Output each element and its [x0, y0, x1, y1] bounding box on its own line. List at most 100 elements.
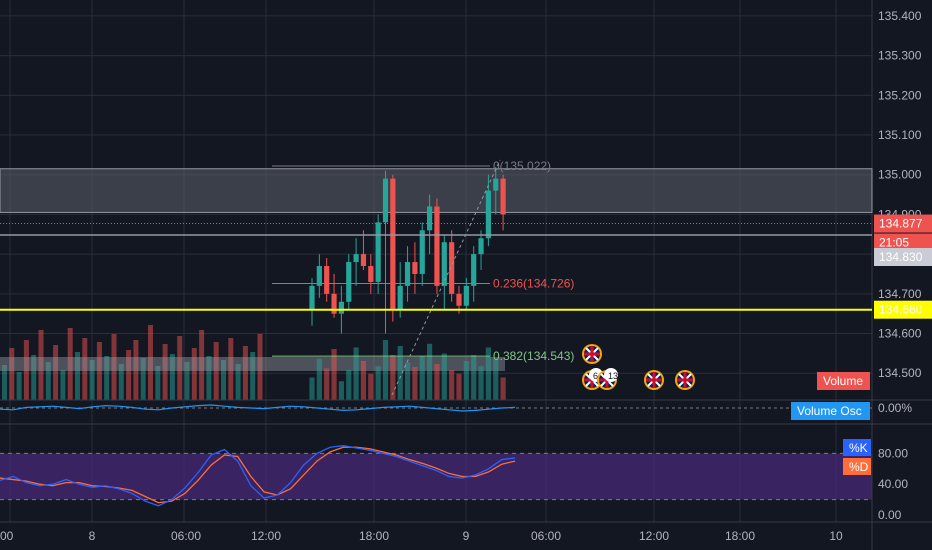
volume-bar: [118, 364, 124, 400]
candle-body: [471, 254, 477, 286]
volume-bar: [382, 340, 389, 400]
candle-body: [360, 254, 367, 267]
volume-bar: [500, 377, 506, 400]
volume-bar: [96, 342, 102, 400]
volume-bar: [213, 342, 219, 400]
volume-bar: [324, 368, 330, 400]
candle-body: [500, 178, 506, 215]
price-tick-label: 135.300: [878, 49, 922, 63]
stoch-tick-label: 40.00: [878, 477, 908, 491]
support-price-badge: 134.660: [879, 303, 923, 317]
candle-body: [412, 262, 418, 274]
countdown-badge: 21:05: [879, 236, 909, 250]
last-price-badge-bg: [874, 214, 932, 233]
volume-bar: [434, 364, 440, 400]
volume-bar: [493, 358, 499, 400]
candle-body: [427, 206, 433, 231]
candle-body: [449, 242, 455, 294]
volume-bar: [206, 356, 212, 400]
volume-label: Volume: [823, 374, 863, 388]
volume-bar: [82, 338, 88, 400]
time-tick-label: 00: [0, 529, 14, 543]
candle-body: [375, 222, 381, 282]
candle-body: [441, 242, 447, 286]
time-tick-label: 9: [463, 529, 470, 543]
volume-bar: [177, 336, 183, 400]
volume-bar: [53, 345, 59, 400]
volume-bar: [199, 330, 205, 400]
stoch-d-badge-bg: [843, 458, 871, 475]
candle-body: [493, 178, 499, 191]
volume-bar: [169, 354, 175, 400]
volume-bar: [38, 330, 44, 400]
candle-body: [404, 262, 411, 286]
price-tick-label: 135.100: [878, 128, 922, 142]
time-tick-label: 10: [829, 529, 843, 543]
stoch-k-badge: %K: [849, 441, 868, 455]
time-tick-label: 06:00: [171, 529, 201, 543]
time-tick-label: 18:00: [359, 529, 389, 543]
support-price-badge-bg: [874, 300, 932, 319]
volume-bar: [456, 373, 462, 400]
volume-bar: [441, 353, 447, 400]
stoch-tick-label: 0.00: [878, 508, 902, 522]
volume-bar: [390, 355, 396, 400]
volume-bar: [250, 352, 256, 400]
candle-body: [382, 178, 389, 223]
event-count: 13: [608, 371, 618, 381]
event-count-bg: [604, 368, 618, 382]
price-tick-label: 134.600: [878, 327, 922, 341]
volume-bar: [478, 366, 484, 400]
volume-bar: [471, 355, 477, 400]
volume-bar: [404, 362, 411, 400]
event-count: 6: [593, 371, 598, 381]
price-tick-label: 134.700: [878, 287, 922, 301]
price-tick-label: 134.500: [878, 366, 922, 380]
volume-bar: [242, 346, 248, 400]
time-tick-label: 06:00: [531, 529, 561, 543]
candle-body: [316, 266, 322, 286]
volume-bar: [191, 348, 197, 400]
candle-body: [397, 285, 403, 310]
fib-level-label: 0.236(134.726): [493, 277, 574, 291]
volume-bar: [346, 370, 352, 400]
volume-bar: [353, 347, 359, 400]
volume-bar: [316, 358, 322, 400]
candle-body: [331, 293, 337, 314]
fib-level-label: 0(135.022): [493, 159, 551, 173]
level-price-badge-bg: [874, 248, 932, 266]
volume-bar: [67, 328, 73, 400]
candle-body: [463, 285, 469, 306]
volume-bar: [485, 347, 491, 400]
volume-bar: [463, 361, 469, 400]
volume-bar: [412, 367, 418, 400]
time-tick-label: 12:00: [639, 529, 669, 543]
fib-level-label: 0.382(134.543): [493, 349, 574, 363]
uk-flag-icon: [644, 370, 664, 390]
time-tick-label: 8: [89, 529, 96, 543]
candle-body: [456, 293, 462, 306]
uk-flag-icon: [675, 370, 695, 390]
osc-axis-label: 0.00%: [878, 401, 912, 415]
volume-bar: [133, 340, 139, 400]
volume-bar: [23, 340, 29, 400]
volume-bar: [360, 361, 367, 400]
volume-bar: [155, 366, 161, 400]
stoch-d-line: [0, 446, 516, 504]
candle-body: [478, 238, 484, 255]
volume-osc-label-bg: [791, 402, 870, 420]
volume-bar: [75, 352, 80, 400]
volume-bar: [16, 372, 22, 400]
volume-bar: [104, 356, 110, 400]
volume-bar: [221, 360, 226, 400]
volume-bar: [309, 377, 315, 400]
uk-flag-icon: [582, 344, 602, 364]
candle-body: [434, 206, 440, 286]
uk-flag-icon: 13: [597, 368, 618, 390]
volume-bar: [331, 349, 337, 400]
volume-bar: [338, 381, 344, 400]
volume-bar: [140, 358, 146, 400]
price-tick-label: 135.200: [878, 88, 922, 102]
